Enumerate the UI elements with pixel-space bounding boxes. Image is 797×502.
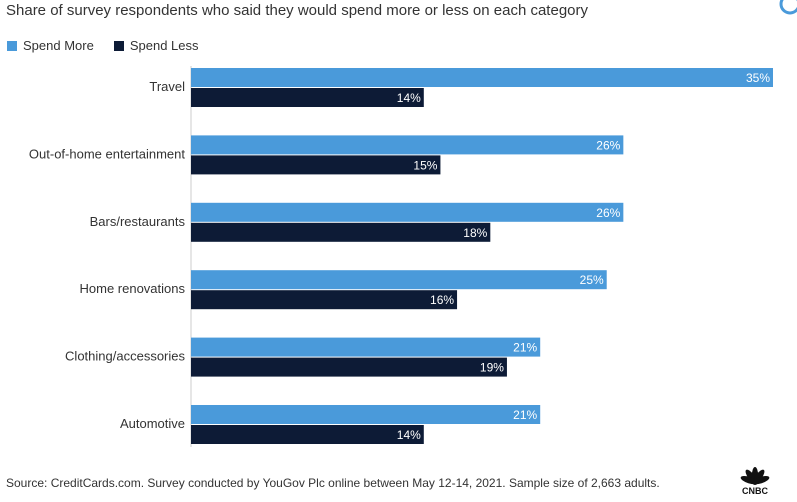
chart-legend: Spend More Spend Less	[7, 38, 199, 53]
category-label-clothing-accessories: Clothing/accessories	[65, 349, 185, 364]
value-label-spend-less-out-of-home-entertainment: 15%	[413, 158, 437, 172]
bar-spend-less-home-renovations	[191, 290, 458, 310]
bar-spend-less-bars-restaurants	[191, 222, 491, 242]
bar-chart: Travel 35% 14% Out-of-home entertainment 26%…	[29, 66, 773, 447]
value-label-spend-more-clothing-accessories: 21%	[513, 341, 537, 355]
category-label-home-renovations: Home renovations	[80, 281, 186, 296]
bar-spend-more-home-renovations	[191, 270, 607, 290]
bar-spend-less-out-of-home-entertainment	[191, 155, 441, 175]
value-label-spend-more-automotive: 21%	[513, 408, 537, 422]
svg-text:CNBC: CNBC	[742, 486, 768, 496]
chart-subtitle: Share of survey respondents who said the…	[6, 2, 588, 19]
bar-spend-more-out-of-home-entertainment	[191, 135, 624, 155]
bar-spend-more-travel	[191, 68, 773, 87]
value-label-spend-less-bars-restaurants: 18%	[463, 226, 487, 240]
legend-label-spend-less: Spend Less	[129, 38, 199, 53]
legend-item-spend-more: Spend More	[7, 38, 94, 53]
value-label-spend-less-clothing-accessories: 19%	[480, 361, 504, 375]
value-label-spend-more-bars-restaurants: 26%	[596, 206, 620, 220]
legend-swatch-spend-less	[113, 40, 124, 51]
value-label-spend-more-home-renovations: 25%	[580, 273, 604, 287]
value-label-spend-more-out-of-home-entertainment: 26%	[596, 138, 620, 152]
value-label-spend-less-travel: 14%	[397, 91, 421, 105]
category-label-out-of-home-entertainment: Out-of-home entertainment	[29, 146, 185, 161]
bar-spend-more-automotive	[191, 405, 541, 424]
legend-item-spend-less: Spend Less	[113, 38, 199, 53]
legend-swatch-spend-more	[7, 40, 17, 51]
category-label-travel: Travel	[149, 79, 185, 94]
value-label-spend-less-home-renovations: 16%	[430, 293, 454, 307]
value-label-spend-less-automotive: 14%	[397, 428, 421, 442]
bar-spend-more-clothing-accessories	[191, 337, 541, 357]
category-label-bars-restaurants: Bars/restaurants	[90, 214, 186, 229]
bar-spend-less-clothing-accessories	[191, 357, 507, 377]
source-note: Source: CreditCards.com. Survey conducte…	[6, 476, 660, 490]
bar-spend-more-bars-restaurants	[191, 202, 624, 222]
corner-logo-icon	[779, 0, 797, 15]
cnbc-peacock-logo-icon: CNBC	[739, 467, 771, 496]
bar-spend-less-automotive	[191, 425, 424, 444]
legend-label-spend-more: Spend More	[23, 38, 94, 53]
bar-spend-less-travel	[191, 88, 424, 107]
value-label-spend-more-travel: 35%	[746, 71, 770, 85]
category-label-automotive: Automotive	[120, 416, 185, 431]
